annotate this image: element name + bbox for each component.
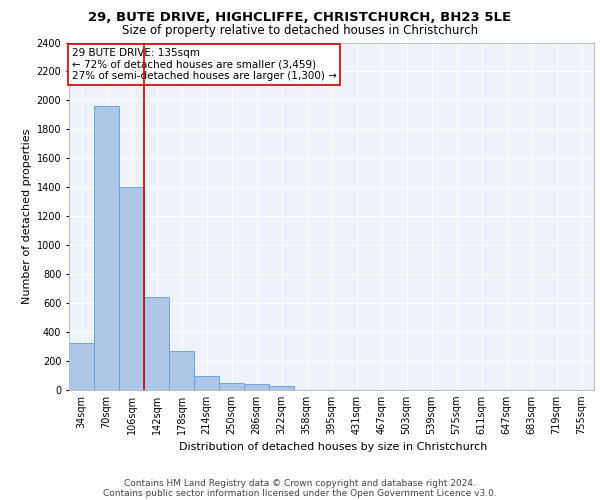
Bar: [144, 298, 169, 390]
Text: Distribution of detached houses by size in Christchurch: Distribution of detached houses by size …: [179, 442, 487, 452]
Bar: [169, 351, 194, 390]
Text: 29, BUTE DRIVE, HIGHCLIFFE, CHRISTCHURCH, BH23 5LE: 29, BUTE DRIVE, HIGHCLIFFE, CHRISTCHURCH…: [88, 11, 512, 24]
Text: Size of property relative to detached houses in Christchurch: Size of property relative to detached ho…: [122, 24, 478, 37]
Text: Contains public sector information licensed under the Open Government Licence v3: Contains public sector information licen…: [103, 488, 497, 498]
Text: 29 BUTE DRIVE: 135sqm
← 72% of detached houses are smaller (3,459)
27% of semi-d: 29 BUTE DRIVE: 135sqm ← 72% of detached …: [71, 48, 337, 81]
Text: Contains HM Land Registry data © Crown copyright and database right 2024.: Contains HM Land Registry data © Crown c…: [124, 478, 476, 488]
Bar: [244, 384, 269, 390]
Y-axis label: Number of detached properties: Number of detached properties: [22, 128, 32, 304]
Bar: [69, 343, 94, 390]
Bar: [94, 106, 119, 390]
Bar: [219, 383, 244, 390]
Bar: [269, 386, 294, 390]
Bar: [119, 188, 144, 390]
Bar: [194, 376, 219, 390]
